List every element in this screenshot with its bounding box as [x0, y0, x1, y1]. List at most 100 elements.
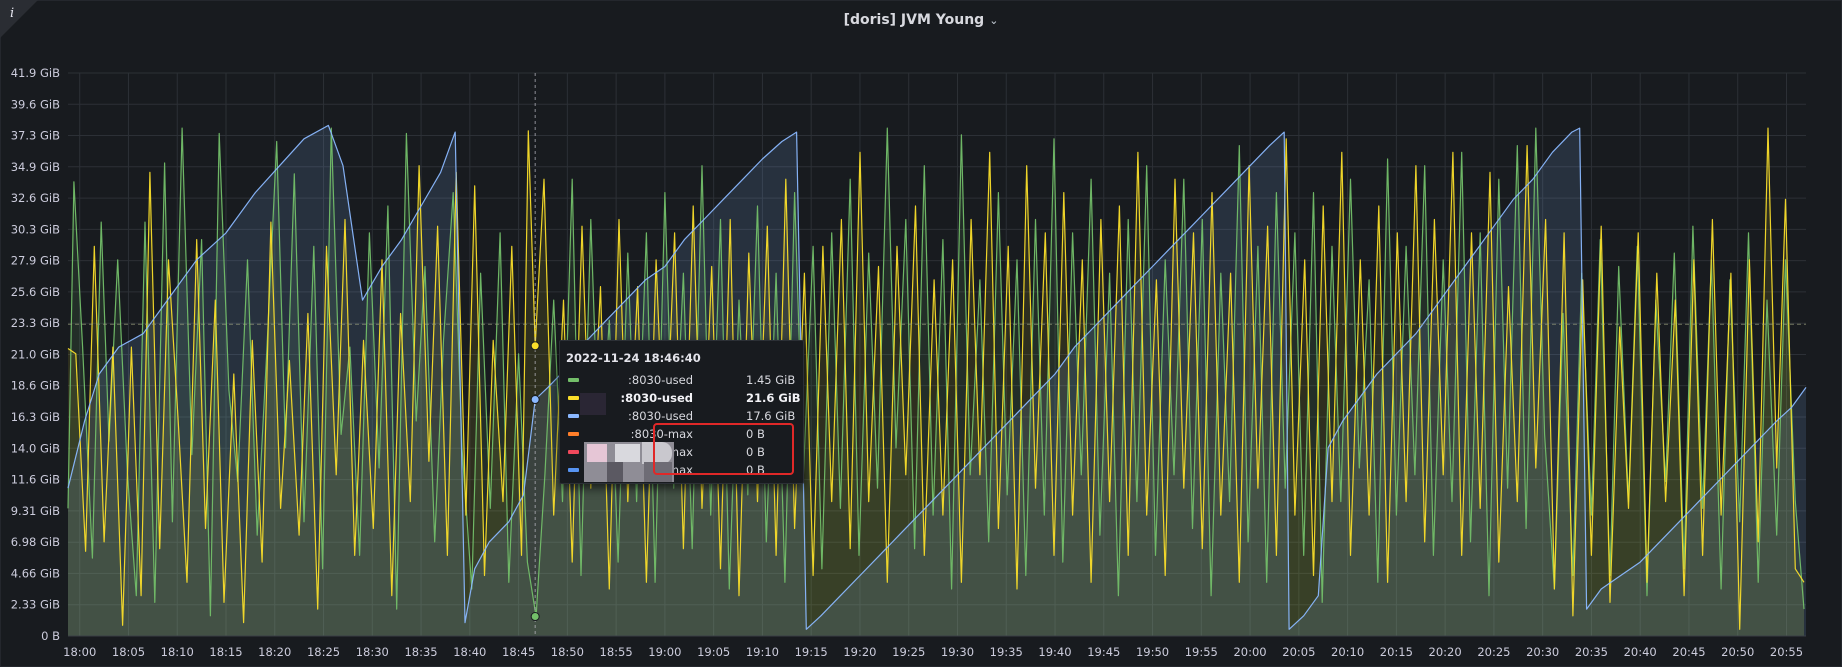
x-tick-label: 20:40 [1624, 645, 1657, 659]
tooltip-row: :8030-used 17.6 GiB [568, 407, 798, 424]
tooltip-series-label: :8030-used [628, 373, 693, 387]
panel-title: [doris] JVM Young [843, 12, 985, 28]
x-tick-label: 18:40 [453, 645, 486, 659]
x-tick-label: 19:40 [1038, 645, 1071, 659]
tooltip-series-value: 0 B [746, 445, 765, 459]
x-tick-label: 19:20 [843, 645, 876, 659]
y-tick-label: 4.66 GiB [11, 566, 60, 580]
tooltip-series-value: 1.45 GiB [746, 373, 796, 387]
x-tick-label: 20:05 [1282, 645, 1315, 659]
redacted-block [607, 462, 623, 482]
panel-corner-marker [0, 0, 38, 38]
annotation-highlight-box [653, 423, 794, 475]
tooltip-row: :8030-used 1.45 GiB [568, 371, 798, 388]
y-tick-label: 30.3 GiB [11, 222, 60, 236]
x-tick-label: 19:00 [648, 645, 681, 659]
y-tick-label: 2.33 GiB [11, 598, 60, 612]
tooltip-series-value: 17.6 GiB [746, 409, 796, 423]
y-tick-label: 18.6 GiB [11, 379, 60, 393]
y-tick-label: 27.9 GiB [11, 254, 60, 268]
x-tick-label: 20:00 [1233, 645, 1266, 659]
x-tick-label: 20:50 [1721, 645, 1754, 659]
x-axis-labels: 18:00 18:05 18:10 18:15 18:20 18:25 18:30 18:35… [63, 645, 1803, 659]
x-tick-label: 20:25 [1477, 645, 1510, 659]
series-color-swatch [568, 414, 579, 418]
chart-overlays [68, 73, 1806, 637]
x-tick-label: 18:15 [209, 645, 242, 659]
x-tick-label: 18:10 [161, 645, 194, 659]
x-tick-label: 19:50 [1136, 645, 1169, 659]
x-tick-label: 19:10 [746, 645, 779, 659]
y-axis-labels: 0 B 2.33 GiB 4.66 GiB 6.98 GiB 9.31 GiB 11.6 … [11, 66, 60, 643]
series-color-swatch [568, 450, 579, 454]
x-tick-label: 18:20 [258, 645, 291, 659]
x-tick-label: 18:55 [600, 645, 633, 659]
y-tick-label: 41.9 GiB [11, 66, 60, 80]
series-lines [67, 124, 1807, 630]
series-line-used-2 [67, 127, 1805, 630]
tooltip-series-value: 21.6 GiB [746, 391, 801, 405]
series-color-swatch [568, 378, 579, 382]
x-tick-label: 20:20 [1429, 645, 1462, 659]
x-tick-label: 19:30 [941, 645, 974, 659]
series-line-used-3 [67, 124, 1807, 630]
y-tick-label: 21.0 GiB [11, 348, 60, 362]
y-tick-label: 37.3 GiB [11, 128, 60, 142]
y-tick-label: 39.6 GiB [11, 97, 60, 111]
x-tick-label: 19:35 [990, 645, 1023, 659]
series-color-swatch [568, 396, 579, 400]
x-tick-label: 20:45 [1672, 645, 1705, 659]
redacted-block [644, 462, 672, 482]
series-color-swatch [568, 468, 579, 472]
redacted-block [587, 444, 607, 462]
y-tick-label: 25.6 GiB [11, 285, 60, 299]
hover-point [530, 395, 540, 405]
series-fills [68, 125, 1806, 637]
x-tick-label: 18:05 [112, 645, 145, 659]
panel-title-button[interactable]: [doris] JVM Young ⌄ [0, 12, 1842, 28]
tooltip-series-value: 0 B [746, 427, 765, 441]
x-tick-label: 19:55 [1185, 645, 1218, 659]
y-tick-label: 11.6 GiB [11, 473, 60, 487]
redacted-block [615, 444, 640, 462]
hover-point [530, 341, 540, 351]
x-tick-label: 18:45 [502, 645, 535, 659]
tooltip-series-label: :8030-used [628, 409, 693, 423]
x-tick-label: 20:35 [1575, 645, 1608, 659]
y-tick-label: 14.0 GiB [11, 441, 60, 455]
x-tick-label: 18:50 [551, 645, 584, 659]
tooltip-time: 2022-11-24 18:46:40 [566, 351, 701, 365]
y-tick-label: 0 B [41, 629, 60, 643]
hover-point [530, 612, 540, 622]
x-tick-label: 19:25 [892, 645, 925, 659]
x-tick-label: 20:55 [1770, 645, 1803, 659]
x-tick-label: 18:00 [63, 645, 96, 659]
tooltip-row: :8030-used 21.6 GiB [568, 389, 801, 406]
series-area-used-1 [68, 128, 1804, 636]
tooltip-row: :8030-max 0 B [568, 425, 798, 442]
y-tick-label: 23.3 GiB [11, 316, 60, 330]
x-tick-label: 19:05 [697, 645, 730, 659]
x-tick-label: 20:15 [1380, 645, 1413, 659]
y-tick-label: 32.6 GiB [11, 191, 60, 205]
x-tick-label: 18:25 [307, 645, 340, 659]
series-line-used-1 [67, 127, 1805, 618]
x-tick-label: 18:30 [356, 645, 389, 659]
hover-tooltip: 2022-11-24 18:46:40 :8030-used 1.45 GiB:8… [559, 340, 804, 484]
y-tick-label: 16.3 GiB [11, 410, 60, 424]
x-tick-label: 19:45 [1087, 645, 1120, 659]
chevron-down-icon: ⌄ [989, 14, 999, 27]
series-area-used-3 [68, 125, 1806, 637]
series-color-swatch [568, 432, 579, 436]
tooltip-series-label: :8030-used [620, 391, 693, 405]
y-tick-label: 34.9 GiB [11, 160, 60, 174]
x-tick-label: 18:35 [404, 645, 437, 659]
info-icon[interactable]: i [10, 6, 15, 21]
y-tick-label: 6.98 GiB [11, 535, 60, 549]
series-area-used-2 [68, 128, 1804, 636]
x-tick-label: 20:10 [1331, 645, 1364, 659]
tooltip-series-label: :8030-max [630, 427, 693, 441]
y-tick-label: 9.31 GiB [11, 504, 60, 518]
redacted-block [642, 442, 672, 464]
